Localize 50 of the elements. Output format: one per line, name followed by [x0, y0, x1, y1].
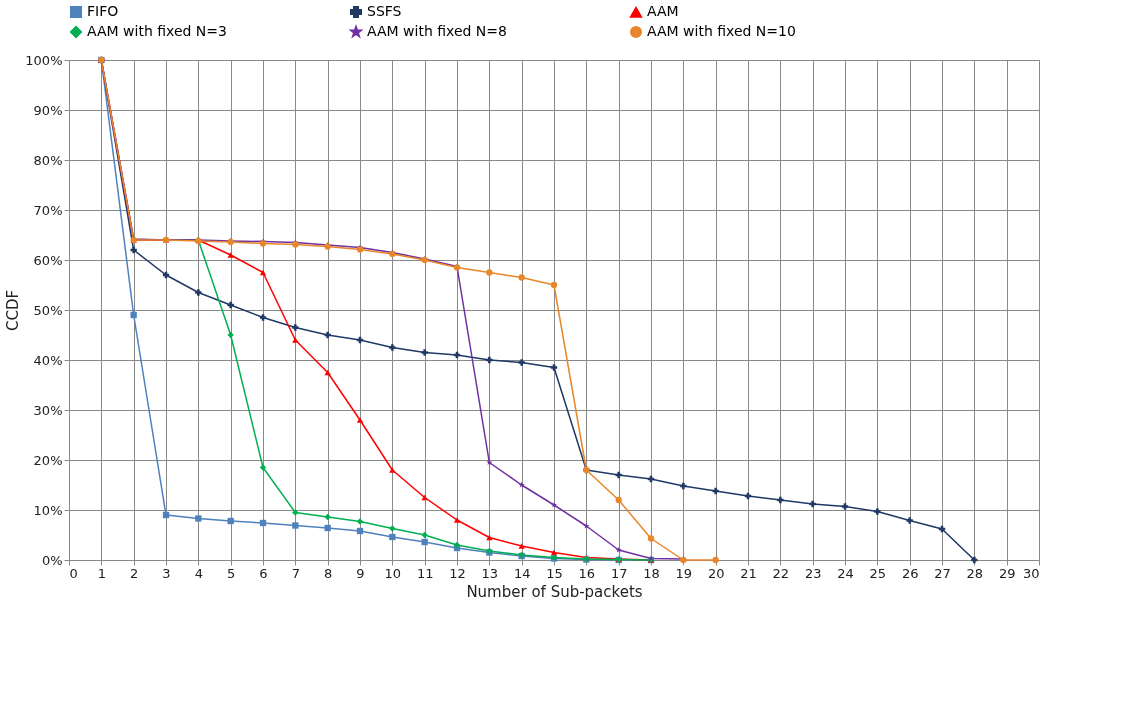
x-tick-label: 9 [356, 565, 365, 581]
y-tick-label: 0% [41, 552, 63, 568]
x-tick-label: 24 [837, 565, 854, 581]
y-tick-label: 30% [33, 402, 63, 418]
x-tick-label: 30 [1022, 565, 1040, 581]
x-tick-label: 16 [578, 565, 596, 581]
y-tick-label: 40% [33, 352, 63, 368]
x-tick-label: 15 [546, 565, 563, 581]
x-tick-label: 29 [998, 565, 1016, 581]
x-tick-label: 6 [259, 565, 268, 581]
x-axis-title: Number of Sub-packets [466, 582, 643, 601]
x-tick-label: 12 [449, 565, 466, 581]
x-tick-label: 17 [610, 565, 628, 581]
x-tick-label: 2 [130, 565, 139, 581]
legend-label: FIFO [87, 3, 119, 19]
x-tick-label: 3 [162, 565, 171, 581]
legend-label: AAM with fixed N=3 [87, 23, 227, 39]
x-tick-label: 8 [324, 565, 333, 581]
x-tick-label: 11 [416, 565, 434, 581]
x-tick-label: 26 [901, 565, 919, 581]
y-tick-label: 20% [33, 452, 63, 468]
x-tick-label: 5 [227, 565, 236, 581]
y-tick-label: 70% [33, 202, 63, 218]
y-tick-label: 60% [33, 252, 63, 268]
x-tick-label: 23 [804, 565, 822, 581]
legend-label: AAM [647, 3, 679, 20]
x-tick-label: 4 [194, 565, 203, 581]
legend-label: SSFS [367, 3, 402, 19]
legend-label: AAM with fixed N=10 [647, 23, 796, 39]
x-tick-label: 13 [481, 565, 499, 581]
y-tick-label: 80% [33, 152, 63, 168]
x-tick-label: 28 [966, 565, 984, 581]
x-tick-label: 14 [513, 565, 531, 581]
x-tick-label: 19 [675, 565, 693, 581]
x-tick-label: 0 [69, 565, 78, 581]
y-axis-title: CCDF [4, 289, 23, 332]
legend-label: AAM with fixed N=8 [367, 23, 507, 39]
x-tick-label: 20 [707, 565, 725, 581]
y-tick-label: 10% [33, 502, 63, 518]
y-tick-label: 90% [33, 102, 63, 118]
x-tick-label: 27 [934, 565, 951, 581]
x-tick-label: 1 [97, 565, 106, 581]
x-tick-label: 22 [772, 565, 790, 581]
x-tick-label: 25 [869, 565, 887, 581]
y-tick-label: 100% [25, 52, 63, 68]
y-tick-label: 50% [33, 302, 63, 318]
x-tick-label: 7 [291, 565, 300, 581]
x-tick-label: 10 [384, 565, 402, 581]
x-tick-label: 21 [740, 565, 757, 581]
x-tick-label: 18 [643, 565, 660, 581]
